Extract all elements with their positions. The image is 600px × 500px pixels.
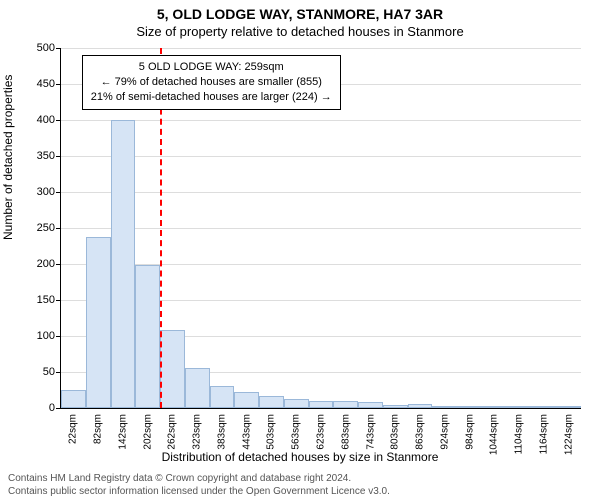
- histogram-bar: [86, 237, 111, 408]
- annotation-line: 21% of semi-detached houses are larger (…: [91, 90, 332, 105]
- x-tick-label: 262sqm: [167, 414, 178, 450]
- x-tick-label: 803sqm: [390, 414, 401, 450]
- y-tick-label: 150: [37, 294, 55, 306]
- annotation-line: ← 79% of detached houses are smaller (85…: [91, 75, 332, 90]
- histogram-bar: [234, 392, 259, 408]
- y-tick-label: 0: [49, 402, 55, 414]
- y-tick-mark: [56, 336, 61, 337]
- y-tick-mark: [56, 84, 61, 85]
- y-tick-mark: [56, 48, 61, 49]
- y-tick-label: 500: [37, 42, 55, 54]
- x-tick-label: 623sqm: [316, 414, 327, 450]
- histogram-bar: [135, 265, 160, 408]
- y-gridline: [61, 120, 581, 121]
- x-tick-label: 202sqm: [142, 414, 153, 450]
- histogram-bar: [160, 330, 185, 408]
- histogram-bar: [210, 386, 235, 408]
- title-sub: Size of property relative to detached ho…: [0, 24, 600, 39]
- y-tick-label: 200: [37, 258, 55, 270]
- footer-line-2: Contains public sector information licen…: [8, 486, 592, 497]
- y-tick-label: 450: [37, 78, 55, 90]
- histogram-bar: [284, 399, 309, 408]
- x-tick-label: 563sqm: [291, 414, 302, 450]
- histogram-bar: [531, 406, 556, 408]
- histogram-bar: [61, 390, 86, 408]
- histogram-bar: [408, 404, 433, 408]
- y-tick-mark: [56, 408, 61, 409]
- x-tick-label: 22sqm: [68, 414, 79, 444]
- x-tick-label: 383sqm: [216, 414, 227, 450]
- x-tick-label: 1104sqm: [514, 414, 525, 454]
- histogram-bar: [432, 406, 457, 408]
- y-gridline: [61, 228, 581, 229]
- y-tick-mark: [56, 264, 61, 265]
- histogram-bar: [482, 406, 507, 408]
- histogram-bar: [556, 406, 581, 408]
- y-tick-mark: [56, 156, 61, 157]
- y-tick-label: 250: [37, 222, 55, 234]
- x-tick-label: 1044sqm: [489, 414, 500, 455]
- histogram-bar: [383, 405, 408, 408]
- histogram-bar: [185, 368, 210, 408]
- y-tick-mark: [56, 120, 61, 121]
- x-tick-label: 82sqm: [93, 414, 104, 444]
- y-tick-label: 100: [37, 330, 55, 342]
- x-tick-label: 443sqm: [241, 414, 252, 450]
- histogram-bar: [111, 120, 136, 408]
- y-gridline: [61, 48, 581, 49]
- histogram-bar: [333, 401, 358, 408]
- y-gridline: [61, 156, 581, 157]
- x-tick-label: 1224sqm: [563, 414, 574, 455]
- x-tick-label: 984sqm: [464, 414, 475, 450]
- y-tick-label: 350: [37, 150, 55, 162]
- y-tick-mark: [56, 372, 61, 373]
- x-axis-label: Distribution of detached houses by size …: [0, 450, 600, 464]
- y-tick-mark: [56, 300, 61, 301]
- property-annotation-box: 5 OLD LODGE WAY: 259sqm← 79% of detached…: [82, 55, 341, 110]
- x-tick-label: 142sqm: [117, 414, 128, 450]
- x-tick-label: 323sqm: [192, 414, 203, 450]
- histogram-bar: [507, 406, 532, 408]
- histogram-bar: [457, 406, 482, 408]
- histogram-bar: [358, 402, 383, 408]
- x-tick-label: 924sqm: [439, 414, 450, 450]
- x-tick-label: 503sqm: [266, 414, 277, 450]
- x-tick-label: 683sqm: [340, 414, 351, 450]
- y-gridline: [61, 192, 581, 193]
- annotation-line: 5 OLD LODGE WAY: 259sqm: [91, 60, 332, 75]
- y-tick-label: 50: [43, 366, 55, 378]
- y-tick-label: 400: [37, 114, 55, 126]
- y-axis-label: Number of detached properties: [1, 75, 15, 240]
- y-tick-mark: [56, 228, 61, 229]
- y-tick-label: 300: [37, 186, 55, 198]
- x-tick-label: 1164sqm: [538, 414, 549, 454]
- title-main: 5, OLD LODGE WAY, STANMORE, HA7 3AR: [0, 6, 600, 22]
- histogram-bar: [309, 401, 334, 408]
- histogram-bar: [259, 396, 284, 408]
- chart-plot-area: 05010015020025030035040045050022sqm82sqm…: [60, 48, 581, 409]
- footer-line-1: Contains HM Land Registry data © Crown c…: [8, 473, 592, 484]
- x-tick-label: 863sqm: [415, 414, 426, 450]
- y-tick-mark: [56, 192, 61, 193]
- x-tick-label: 743sqm: [365, 414, 376, 450]
